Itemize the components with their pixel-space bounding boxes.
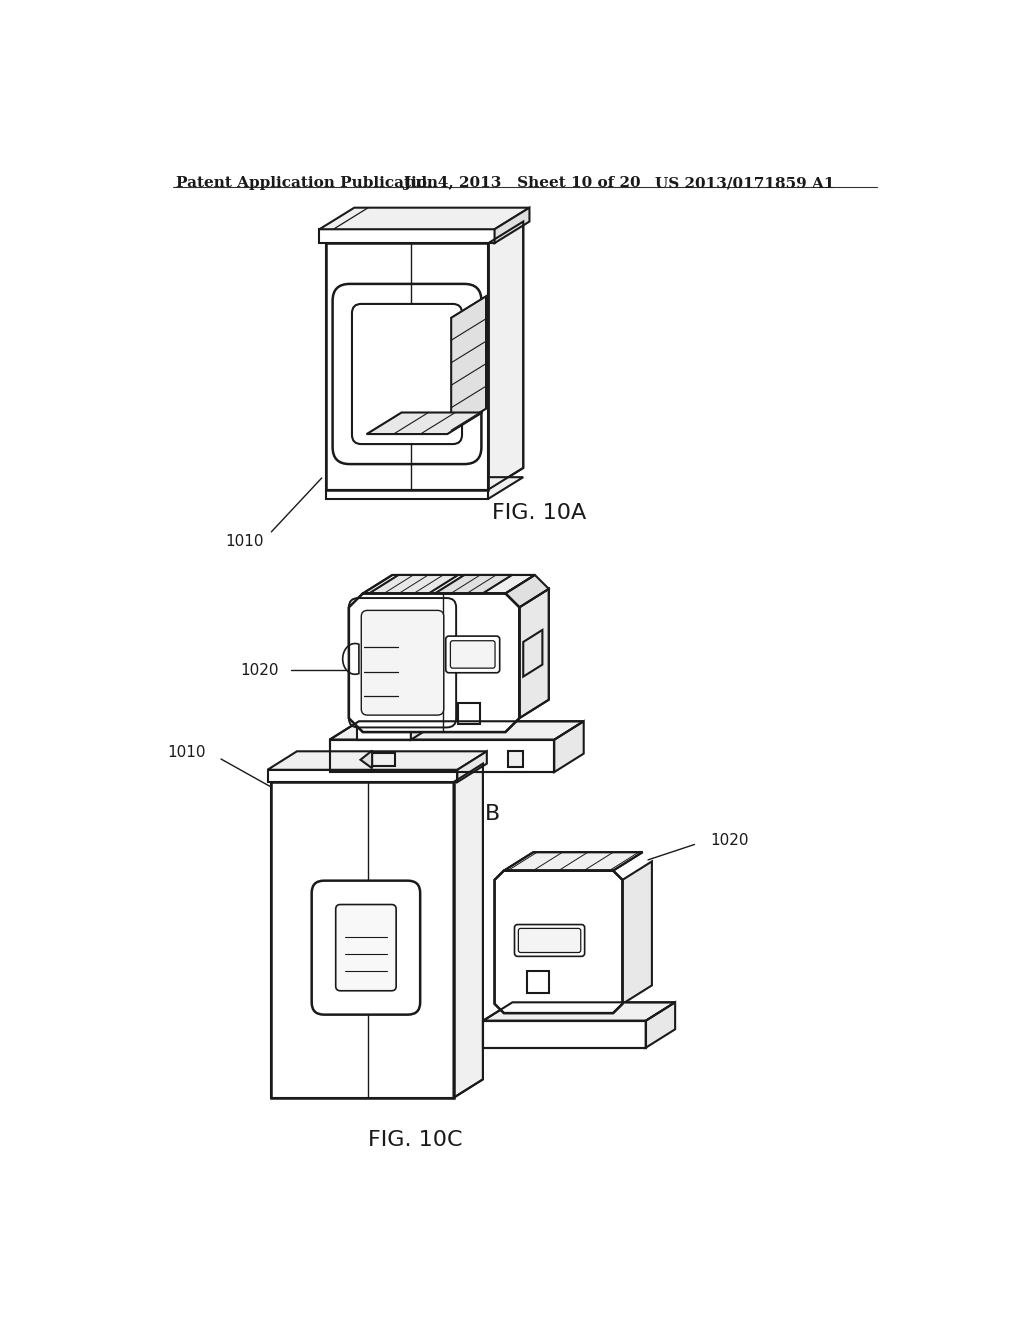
FancyBboxPatch shape	[311, 880, 420, 1015]
Text: Jul. 4, 2013   Sheet 10 of 20: Jul. 4, 2013 Sheet 10 of 20	[403, 176, 641, 190]
Polygon shape	[362, 576, 535, 594]
FancyBboxPatch shape	[352, 304, 462, 444]
Polygon shape	[488, 222, 523, 490]
Polygon shape	[646, 1002, 675, 1048]
Text: 1020: 1020	[711, 833, 749, 849]
Text: Patent Application Publication: Patent Application Publication	[176, 176, 438, 190]
Polygon shape	[267, 770, 458, 781]
Polygon shape	[360, 751, 372, 768]
Polygon shape	[319, 207, 529, 230]
Polygon shape	[319, 230, 495, 243]
Polygon shape	[452, 296, 486, 430]
Polygon shape	[554, 721, 584, 772]
Polygon shape	[343, 644, 358, 675]
Polygon shape	[367, 412, 482, 434]
Polygon shape	[458, 751, 486, 781]
Text: 1020: 1020	[241, 663, 279, 678]
Polygon shape	[435, 576, 512, 594]
Polygon shape	[504, 853, 643, 871]
Polygon shape	[267, 751, 486, 770]
Polygon shape	[326, 243, 488, 490]
Polygon shape	[330, 739, 554, 772]
Polygon shape	[495, 871, 623, 1014]
Polygon shape	[326, 478, 523, 499]
Polygon shape	[356, 714, 426, 723]
FancyBboxPatch shape	[336, 904, 396, 991]
Polygon shape	[372, 752, 395, 766]
Polygon shape	[527, 972, 549, 993]
Text: US 2013/0171859 A1: US 2013/0171859 A1	[655, 176, 835, 190]
Text: 1010: 1010	[225, 535, 263, 549]
Polygon shape	[356, 723, 411, 739]
Polygon shape	[454, 763, 483, 1098]
Polygon shape	[523, 630, 543, 677]
Polygon shape	[330, 721, 584, 739]
Polygon shape	[506, 576, 549, 607]
Text: FIG. 10C: FIG. 10C	[368, 1130, 462, 1150]
Polygon shape	[326, 490, 488, 499]
FancyBboxPatch shape	[361, 610, 443, 715]
FancyBboxPatch shape	[514, 924, 585, 957]
Polygon shape	[623, 862, 652, 1003]
Polygon shape	[411, 714, 426, 739]
Text: FIG. 10B: FIG. 10B	[407, 804, 501, 825]
Polygon shape	[459, 704, 480, 725]
Polygon shape	[271, 781, 454, 1098]
Polygon shape	[483, 1002, 675, 1020]
FancyBboxPatch shape	[445, 636, 500, 673]
Text: 1010: 1010	[167, 746, 206, 760]
FancyBboxPatch shape	[349, 598, 456, 727]
Polygon shape	[483, 1020, 646, 1048]
FancyBboxPatch shape	[451, 640, 495, 668]
Polygon shape	[508, 751, 523, 767]
Text: FIG. 10A: FIG. 10A	[492, 503, 586, 523]
Polygon shape	[369, 576, 458, 594]
FancyBboxPatch shape	[333, 284, 481, 465]
FancyBboxPatch shape	[518, 928, 581, 953]
Polygon shape	[349, 594, 519, 733]
Polygon shape	[495, 207, 529, 243]
Polygon shape	[519, 589, 549, 718]
